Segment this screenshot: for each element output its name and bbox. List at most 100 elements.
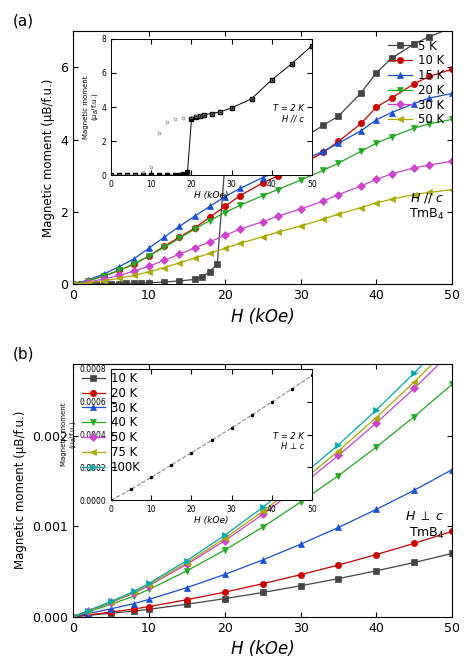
30 K: [191, 244, 197, 252]
50 K: [237, 239, 243, 247]
100K: [411, 369, 417, 377]
Line: 5 K: 5 K: [70, 24, 455, 288]
50 K: [71, 613, 76, 621]
20 K: [207, 216, 212, 224]
Line: 40 K: 40 K: [70, 381, 455, 620]
5 K: [207, 267, 212, 276]
15 K: [260, 173, 265, 181]
5 K: [336, 112, 341, 120]
20 K: [191, 225, 197, 233]
50 K: [116, 274, 122, 282]
10 K: [427, 73, 432, 81]
40 K: [184, 566, 190, 575]
20 K: [71, 280, 76, 288]
30 K: [298, 540, 303, 548]
20 K: [71, 613, 76, 621]
30 K: [358, 182, 364, 190]
5 K: [358, 89, 364, 97]
30 K: [146, 262, 152, 270]
20 K: [358, 147, 364, 155]
50 K: [427, 188, 432, 196]
10 K: [449, 65, 455, 73]
20 K: [374, 550, 379, 558]
30 K: [336, 191, 341, 199]
75 K: [298, 478, 303, 486]
15 K: [336, 139, 341, 147]
20 K: [449, 116, 455, 124]
10 K: [411, 79, 417, 87]
100K: [86, 607, 91, 615]
75 K: [449, 340, 455, 348]
15 K: [176, 222, 182, 230]
40 K: [260, 523, 265, 531]
30 K: [449, 157, 455, 165]
10 K: [389, 94, 394, 102]
50 K: [358, 204, 364, 212]
15 K: [222, 193, 228, 201]
50 K: [146, 268, 152, 276]
15 K: [116, 263, 122, 271]
10 K: [275, 172, 281, 180]
20 K: [86, 276, 91, 284]
Line: 100K: 100K: [70, 331, 455, 620]
10 K: [320, 149, 326, 157]
15 K: [427, 94, 432, 102]
50 K: [86, 279, 91, 287]
40 K: [411, 413, 417, 421]
20 K: [116, 266, 122, 274]
20 K: [237, 202, 243, 210]
Text: $H$ // $c$
TmB$_4$: $H$ // $c$ TmB$_4$: [409, 191, 445, 222]
15 K: [298, 157, 303, 165]
50 K: [389, 196, 394, 204]
15 K: [146, 244, 152, 252]
15 K: [207, 202, 212, 210]
30 K: [207, 238, 212, 246]
20 K: [101, 272, 107, 280]
5 K: [139, 279, 145, 287]
Legend: 5 K, 10 K, 15 K, 20 K, 30 K, 50 K: 5 K, 10 K, 15 K, 20 K, 30 K, 50 K: [386, 37, 446, 129]
30 K: [411, 487, 417, 495]
Line: 20 K: 20 K: [70, 116, 455, 288]
100K: [146, 579, 152, 587]
75 K: [411, 378, 417, 386]
10 K: [131, 607, 137, 615]
50 K: [161, 263, 167, 271]
5 K: [176, 277, 182, 285]
10 K: [260, 589, 265, 597]
100K: [260, 503, 265, 511]
100K: [374, 406, 379, 414]
50 K: [101, 277, 107, 285]
40 K: [374, 443, 379, 451]
15 K: [71, 280, 76, 288]
15 K: [374, 116, 379, 124]
30 K: [427, 161, 432, 169]
15 K: [358, 126, 364, 134]
75 K: [109, 598, 114, 606]
40 K: [131, 592, 137, 600]
40 K: [336, 472, 341, 480]
5 K: [116, 280, 122, 288]
15 K: [191, 212, 197, 220]
50 K: [146, 581, 152, 589]
5 K: [260, 149, 265, 157]
30 K: [184, 583, 190, 591]
10 K: [411, 558, 417, 566]
5 K: [131, 279, 137, 287]
50 K: [131, 589, 137, 597]
10 K: [449, 550, 455, 558]
10 K: [237, 192, 243, 200]
20 K: [86, 611, 91, 619]
75 K: [260, 507, 265, 515]
10 K: [374, 103, 379, 111]
50 K: [222, 245, 228, 253]
30 K: [374, 505, 379, 513]
X-axis label: H (kOe): H (kOe): [231, 640, 294, 658]
Text: $H$ $\perp$ $c$
TmB$_4$: $H$ $\perp$ $c$ TmB$_4$: [405, 511, 445, 541]
Text: (a): (a): [13, 13, 34, 29]
20 K: [222, 588, 228, 596]
15 K: [275, 167, 281, 175]
5 K: [146, 279, 152, 287]
15 K: [101, 270, 107, 278]
50 K: [260, 511, 265, 519]
100K: [184, 556, 190, 564]
